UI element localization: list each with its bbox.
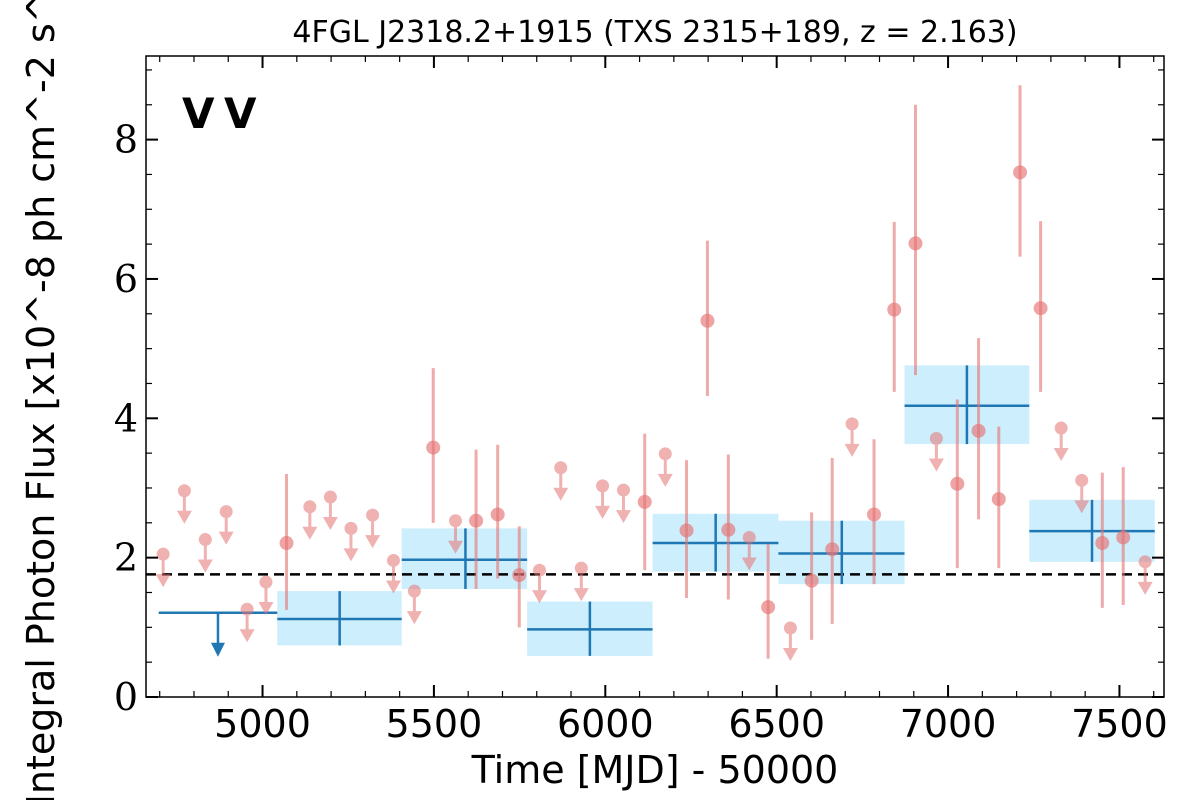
red-data-point-10: [804, 573, 819, 588]
red-data-point-16: [971, 423, 986, 438]
red-upper-limit-9: [365, 508, 381, 549]
red-ul-arrow-6: [302, 526, 318, 540]
red-data-point-6: [679, 523, 694, 538]
red-upper-limit-14: [553, 461, 569, 501]
red-upper-limit-11: [406, 584, 422, 625]
red-ul-point-3: [219, 505, 233, 519]
x-tick-label: 5000: [214, 702, 311, 746]
red-ul-arrow-20: [782, 648, 798, 662]
red-upper-limit-5: [258, 575, 274, 616]
red-ul-arrow-14: [553, 487, 569, 501]
red-ul-arrow-9: [365, 535, 381, 549]
x-tick-label: 7500: [1071, 702, 1168, 746]
red-upper-limit-18: [657, 447, 673, 487]
x-tick-label: 6000: [557, 702, 654, 746]
red-data-point-19: [1033, 301, 1048, 316]
red-upper-limit-15: [573, 561, 589, 602]
red-upper-limit-13: [531, 563, 547, 604]
red-data-point-8: [721, 522, 736, 537]
red-ul-arrow-13: [531, 590, 547, 604]
red-ul-arrow-11: [406, 611, 422, 625]
red-upper-limit-6: [302, 500, 318, 540]
red-ul-arrow-16: [595, 505, 611, 519]
red-ul-arrow-23: [1053, 448, 1069, 462]
red-data-point-18: [1013, 165, 1028, 180]
red-upper-limit-1: [176, 484, 192, 524]
red-data-point-7: [700, 313, 715, 328]
red-data-point-13: [887, 302, 902, 317]
axes: 5000 5500 6000 6500 7000 7500 0 2 4 6 8: [114, 55, 1168, 746]
red-data-point-5: [637, 494, 652, 509]
red-upper-limit-20: [782, 621, 798, 662]
x-tick-label: 7000: [900, 702, 997, 746]
x-tick-label: 6500: [728, 702, 825, 746]
red-upper-limit-22: [928, 432, 944, 472]
red-ul-arrow-18: [657, 473, 673, 487]
y-tick-label: 4: [114, 396, 138, 440]
red-ul-arrow-0: [155, 574, 171, 588]
red-data-point-9: [761, 600, 776, 615]
red-ul-arrow-3: [218, 531, 234, 545]
plot-area: [146, 85, 1164, 662]
red-data-point-0: [279, 536, 294, 551]
red-data-point-11: [825, 542, 840, 557]
red-ul-arrow-12: [448, 540, 464, 554]
y-tick-label: 6: [114, 257, 138, 301]
red-upper-limit-3: [218, 505, 234, 545]
red-upper-limit-24: [1074, 473, 1090, 514]
red-upper-limit-19: [741, 530, 757, 571]
red-ul-arrow-2: [197, 559, 213, 573]
red-data-point-17: [991, 492, 1006, 507]
red-ul-arrow-15: [573, 588, 589, 602]
x-tick-label: 5500: [386, 702, 483, 746]
red-data-point-21: [1116, 530, 1131, 545]
red-ul-arrow-1: [176, 510, 192, 524]
red-data-point-12: [867, 507, 882, 522]
blue-ul-arrow-0: [210, 642, 225, 657]
red-upper-limit-16: [595, 479, 611, 519]
x-axis-label: Time [MJD] - 50000: [471, 748, 839, 792]
red-upper-limit-23: [1053, 421, 1069, 462]
red-data-point-2: [469, 513, 484, 528]
plot-frame: [145, 55, 1165, 698]
y-tick-label: 0: [114, 675, 138, 719]
legend-entry-blue: V: [182, 89, 215, 138]
chart-title: 4FGL J2318.2+1915 (TXS 2315+189, z = 2.1…: [292, 15, 1017, 50]
legend-entry-red: V: [224, 89, 257, 138]
red-upper-limit-25: [1137, 555, 1153, 595]
red-ul-arrow-22: [928, 458, 944, 472]
red-upper-limit-8: [343, 521, 359, 562]
red-data-point-3: [490, 507, 505, 522]
y-tick-label: 2: [114, 536, 138, 580]
y-tick-label: 8: [114, 118, 138, 162]
red-upper-limit-10: [385, 553, 401, 594]
red-ul-arrow-8: [343, 548, 359, 562]
red-data-point-4: [512, 568, 527, 583]
red-ul-arrow-10: [385, 580, 401, 594]
red-upper-limit-7: [322, 490, 338, 531]
red-upper-limit-21: [844, 417, 860, 457]
red-ul-arrow-7: [322, 517, 338, 531]
legend: V V: [182, 89, 257, 138]
y-axis-label: Integral Photon Flux [x10^-8 ph cm^-2 s^…: [19, 0, 63, 800]
red-ul-arrow-21: [844, 443, 860, 457]
red-ul-arrow-5: [258, 602, 274, 616]
red-ul-arrow-4: [239, 629, 255, 643]
red-ul-arrow-25: [1137, 581, 1153, 595]
red-upper-limit-4: [239, 602, 255, 643]
red-upper-limit-0: [155, 547, 171, 588]
red-upper-limit-17: [615, 483, 631, 524]
red-ul-arrow-19: [741, 557, 757, 571]
red-upper-limit-12: [448, 514, 464, 554]
red-data-point-15: [950, 476, 965, 491]
red-data-point-14: [908, 236, 923, 251]
red-ul-arrow-17: [615, 510, 631, 524]
red-ul-arrow-24: [1074, 500, 1090, 514]
red-data-point-20: [1095, 536, 1110, 551]
red-data-point-1: [426, 440, 441, 455]
red-upper-limit-2: [197, 533, 213, 573]
